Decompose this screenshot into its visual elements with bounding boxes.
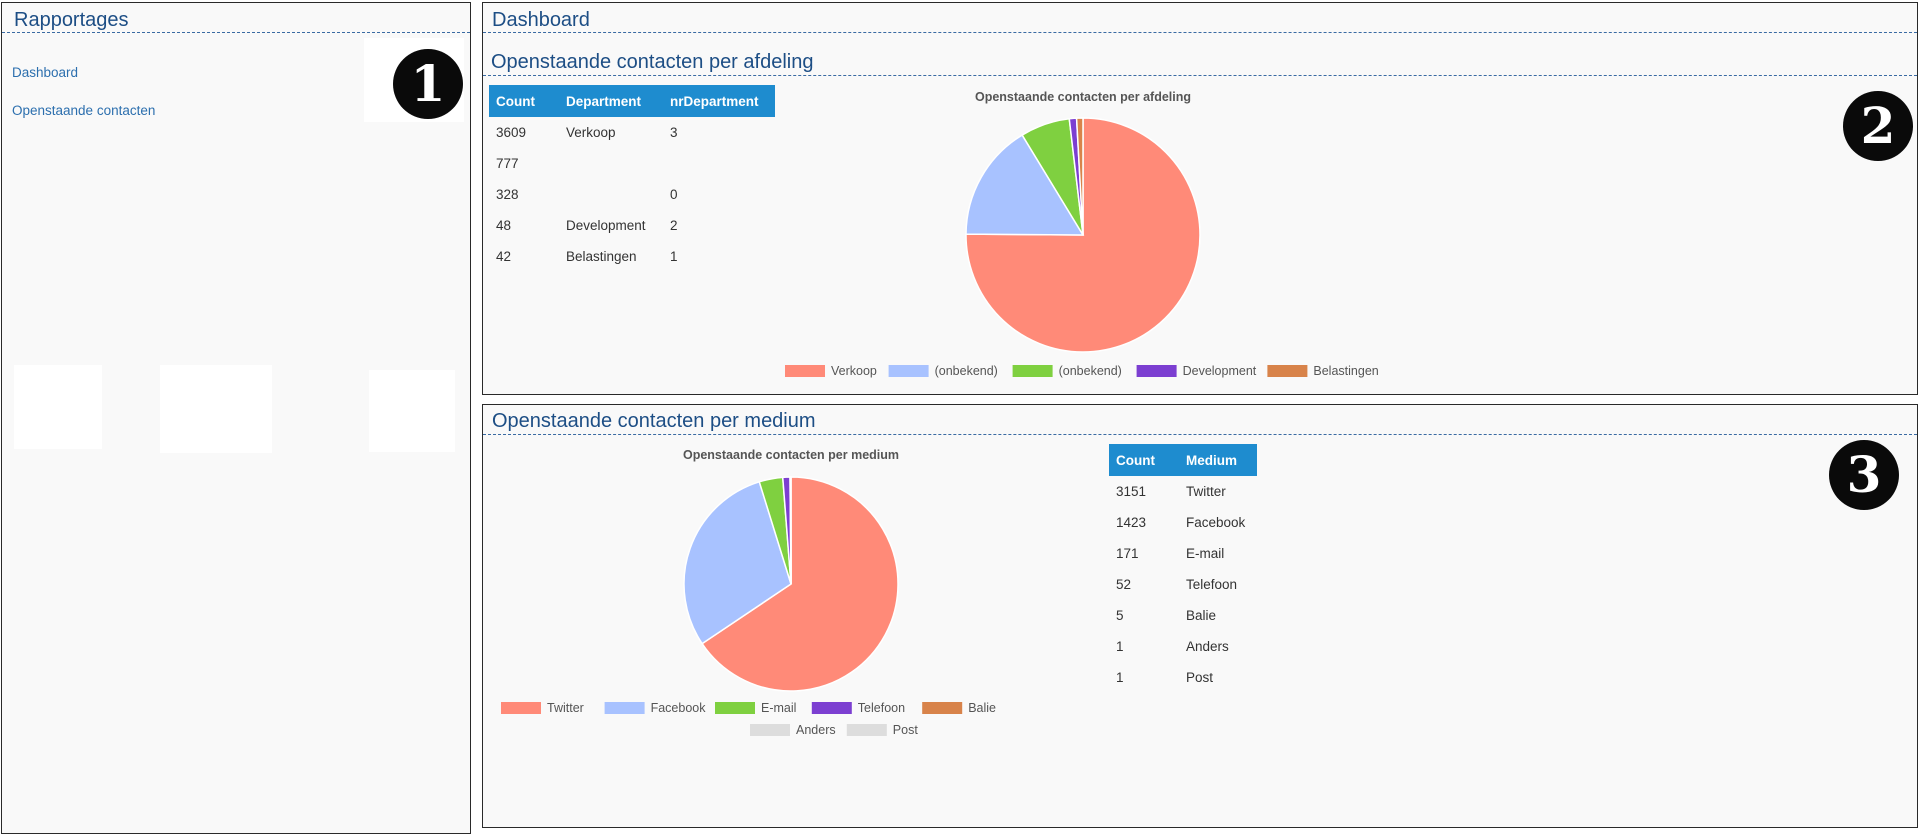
cell-medium: Balie [1185,608,1217,623]
department-section-title: Openstaande contacten per afdeling [491,51,814,73]
legend-swatch [1267,365,1308,377]
medium-section-title: Openstaande contacten per medium [492,410,816,432]
pie-slice [701,476,899,692]
medium-panel: Openstaande contacten per medium Opensta… [482,404,1918,828]
legend-label: Balie [968,701,996,715]
legend-label: Facebook [651,701,707,715]
sidebar-title-divider [2,32,470,33]
table-row: 3151 Twitter [1109,476,1257,507]
legend-swatch [501,702,541,714]
legend-label: Development [1183,364,1257,378]
table-header-row: Count Medium [1109,444,1257,476]
column-header-department[interactable]: Department [541,85,663,117]
department-table: Count Department nrDepartment 3609 Verko… [489,85,775,272]
legend-label: Post [893,723,919,737]
cell-count: 3151 [1116,484,1147,499]
pie-slice [683,480,792,645]
cell-count: 3609 [496,125,527,140]
cell-count: 328 [496,187,519,202]
column-header-medium[interactable]: Medium [1161,444,1257,476]
legend-label: E-mail [761,701,796,715]
column-header-count[interactable]: Count [1109,444,1162,476]
table-row: 777 [489,148,775,179]
table-row: 328 0 [489,179,775,210]
table-row: 52 Telefoon [1109,569,1257,600]
chart-title: Openstaande contacten per afdeling [975,90,1191,104]
pie-slice [965,117,1201,353]
legend-label: (onbekend) [1059,364,1122,378]
dashboard-panel: Dashboard Openstaande contacten per afde… [482,2,1918,395]
cell-count: 1 [1116,670,1124,685]
blank-tile [160,365,272,453]
section-number-badge: 3 [1829,440,1899,510]
pie-slice [965,134,1085,236]
cell-department: Development [565,218,646,233]
blank-tile [14,365,102,449]
legend-swatch [811,702,852,714]
legend-label: (onbekend) [935,364,998,378]
table-row: 1 Anders [1109,631,1257,662]
legend-swatch [922,702,963,714]
cell-nrdepartment: 0 [670,187,678,202]
cell-department: Belastingen [565,249,637,264]
cell-medium: E-mail [1185,546,1225,561]
medium-section-divider [483,434,1917,435]
cell-count: 42 [496,249,512,264]
legend-swatch [888,365,929,377]
legend-label: Belastingen [1313,364,1378,378]
cell-count: 1 [1116,639,1124,654]
legend-swatch [604,702,645,714]
sidebar-title: Rapportages [14,9,129,31]
table-header-row: Count Department nrDepartment [489,85,775,117]
legend-swatch [1012,365,1053,377]
chart-title: Openstaande contacten per medium [683,448,899,462]
cell-count: 5 [1116,608,1124,623]
department-pie-chart: Openstaande contacten per afdeling Verkoo… [785,90,1379,378]
cell-nrdepartment: 3 [670,125,678,140]
cell-medium: Anders [1185,639,1229,654]
legend-swatch [846,724,887,736]
legend-label: Telefoon [858,701,905,715]
dashboard-title-divider [483,32,1917,33]
table-row: 5 Balie [1109,600,1257,631]
table-row: 48 Development 2 [489,210,775,241]
legend-label: Twitter [547,701,584,715]
pie-slice [1075,117,1084,236]
table-row: 1423 Facebook [1109,507,1257,538]
table-row: 171 E-mail [1109,538,1257,569]
legend-swatch [785,365,825,377]
cell-count: 171 [1116,546,1139,561]
cell-count: 777 [496,156,519,171]
legend-swatch [715,702,755,714]
column-header-count[interactable]: Count [489,85,542,117]
cell-count: 48 [496,218,512,233]
cell-medium: Telefoon [1185,577,1238,592]
legend-swatch [1136,365,1177,377]
medium-table: Count Medium 3151 Twitter 1423 Facebook … [1109,444,1257,693]
cell-medium: Facebook [1185,515,1246,530]
section-number-badge: 2 [1843,91,1913,161]
blank-tile [369,370,455,452]
sidebar-panel: Rapportages Dashboard Openstaande contac… [1,2,471,834]
nav-link-dashboard[interactable]: Dashboard [12,65,79,80]
nav-link-openstaande-contacten[interactable]: Openstaande contacten [12,103,156,118]
medium-pie-chart: Openstaande contacten per medium Twitter F… [501,448,996,737]
cell-department: Verkoop [565,125,616,140]
cell-medium: Post [1185,670,1213,685]
dashboard-title: Dashboard [492,9,590,31]
cell-medium: Twitter [1185,484,1226,499]
table-row: 1 Post [1109,662,1257,693]
legend-label: Verkoop [831,364,877,378]
section-number-badge: 1 [393,49,463,119]
department-section-divider [483,75,1917,76]
cell-nrdepartment: 1 [670,249,678,264]
cell-count: 52 [1116,577,1132,592]
table-row: 3609 Verkoop 3 [489,117,775,148]
legend-label: Anders [796,723,836,737]
column-header-nrdepartment[interactable]: nrDepartment [663,85,775,117]
cell-nrdepartment: 2 [670,218,678,233]
cell-count: 1423 [1116,515,1147,530]
table-row: 42 Belastingen 1 [489,241,775,272]
legend-swatch [750,724,790,736]
